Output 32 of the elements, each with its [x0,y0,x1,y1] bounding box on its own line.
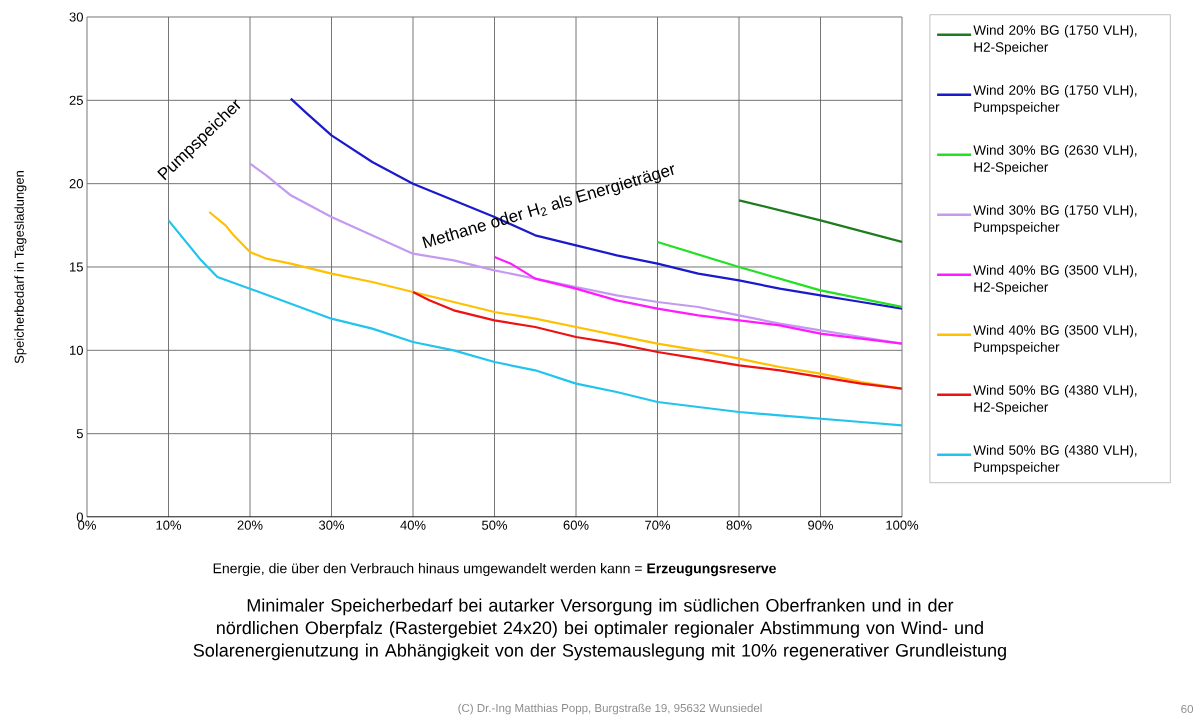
x-tick-label: 50% [482,520,508,530]
y-tick-label: 5 [76,429,83,439]
x-tick-label: 100% [886,520,919,530]
x-tick-label: 20% [237,520,263,530]
text: Minimaler Speicherbedarf bei autarker Versorgung im südlichen Oberfranken und in der nördlichen Oberpfalz (Rastergebiet 24x20) bei optimaler regionaler Abstimmung von Wind- und Solarenergienutzung in Abhängigkeit von der Systemauslegung mit 10% regenerativer Grundleistung [193,598,1006,661]
y-tick-label: 20 [69,179,83,189]
y-tick-label: 25 [69,95,83,105]
x-tick-label: 0% [78,520,96,530]
text: (C) Dr.-Ing Matthias Popp, Burgstraße 19, 95632 Wunsiedel [458,703,762,715]
legend-label: Wind 20% BG (1750 VLH), Pumpspeicher [973,84,1137,115]
y-tick-label: 10 [70,345,83,355]
line-series [656,240,903,309]
y-tick-label: 0 [76,512,83,522]
x-tick-label: 70% [645,520,671,530]
y-tick-label: 30 [69,12,83,22]
y-axis-title: Speicherbedarf in Tagesladungen [14,171,27,364]
x-tick-label: 90% [808,520,834,530]
legend-label: Wind 50% BG (4380 VLH), H2-Speicher [973,384,1137,415]
y-tick-label: 15 [70,262,83,272]
x-tick-label: 10% [156,520,182,530]
text: 60 [1181,704,1194,714]
x-axis-title: Energie, die über den Verbrauch hinaus umgewandelt werden kann = Erzeugungsreserve [213,563,776,577]
x-tick-label: 60% [563,520,589,530]
legend-label: Wind 30% BG (1750 VLH), Pumpspeicher [973,204,1137,235]
legend-label: Wind 20% BG (1750 VLH), H2-Speicher [973,24,1137,55]
legend-label: Wind 50% BG (4380 VLH), Pumpspeicher [973,444,1137,475]
x-tick-label: 80% [726,520,752,530]
x-tick-label: 40% [400,520,426,530]
legend-label: Wind 40% BG (3500 VLH), Pumpspeicher [973,324,1137,355]
legend-label: Wind 30% BG (2630 VLH), H2-Speicher [973,144,1137,175]
legend-label: Wind 40% BG (3500 VLH), H2-Speicher [973,264,1137,295]
x-tick-label: 30% [318,520,345,530]
